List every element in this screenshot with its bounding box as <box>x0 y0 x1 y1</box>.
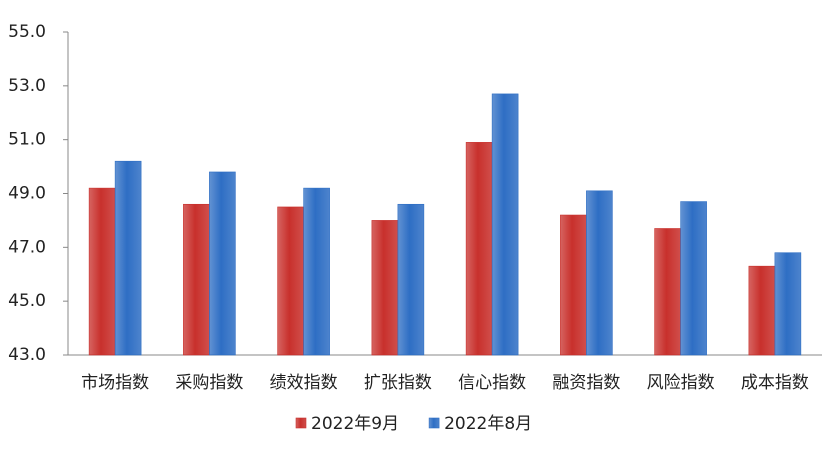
bar <box>183 203 210 356</box>
bar <box>680 201 707 356</box>
x-tick-label: 绩效指数 <box>270 373 338 393</box>
legend-label: 2022年8月 <box>444 414 532 434</box>
bar <box>586 190 613 356</box>
bar <box>114 160 142 356</box>
x-tick-label: 市场指数 <box>81 373 149 393</box>
y-tick-label: 47.0 <box>8 237 46 257</box>
y-tick-label: 49.0 <box>8 184 46 204</box>
bar <box>748 265 776 356</box>
y-tick-label: 51.0 <box>8 130 46 150</box>
bar <box>303 187 330 356</box>
x-tick-label: 信心指数 <box>458 373 526 393</box>
x-tick-label: 风险指数 <box>647 373 715 393</box>
x-tick-label: 融资指数 <box>552 373 620 393</box>
y-tick-label: 43.0 <box>8 345 46 365</box>
y-tick-label: 45.0 <box>8 291 46 311</box>
bar <box>774 252 802 356</box>
bar <box>371 220 399 356</box>
bar <box>397 203 425 356</box>
legend-swatch <box>428 417 440 429</box>
legend-label: 2022年9月 <box>311 414 399 434</box>
legend-swatch <box>295 417 307 429</box>
bar <box>277 206 304 356</box>
x-tick-label: 成本指数 <box>741 373 809 393</box>
x-tick-label: 扩张指数 <box>364 373 432 393</box>
bar <box>88 187 116 356</box>
bar <box>491 93 519 356</box>
bar <box>465 142 493 356</box>
x-tick-label: 采购指数 <box>175 373 243 393</box>
y-tick-label: 55.0 <box>8 22 46 42</box>
bar <box>209 171 236 356</box>
bar <box>654 228 681 356</box>
bar <box>560 214 587 356</box>
y-tick-label: 53.0 <box>8 76 46 96</box>
